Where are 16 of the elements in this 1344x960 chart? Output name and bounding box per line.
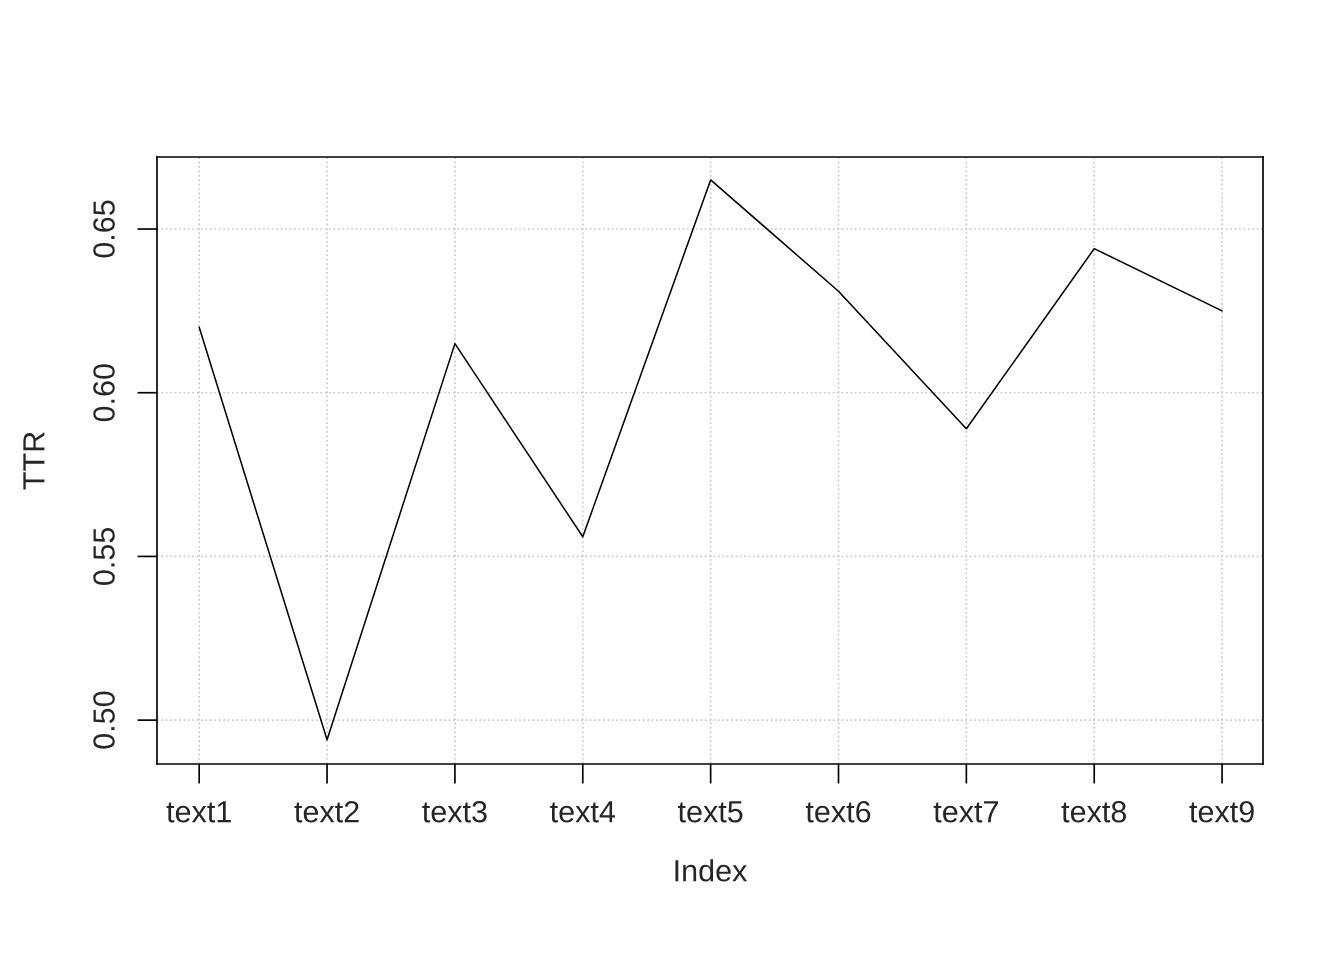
- y-tick-label: 0.50: [93, 691, 115, 749]
- y-tick-label: 0.65: [93, 200, 115, 258]
- x-tick-label: text4: [550, 801, 616, 823]
- x-tick-label: text1: [166, 801, 231, 823]
- x-tick-label: text9: [1189, 800, 1254, 823]
- y-tick-label: 0.60: [93, 364, 115, 422]
- x-tick-label: text2: [294, 800, 359, 823]
- x-tick-label: text5: [677, 801, 743, 823]
- x-tick-label: text8: [1061, 800, 1127, 823]
- x-tick-label: text6: [805, 800, 871, 823]
- y-tick-label: 0.55: [93, 527, 115, 585]
- line-series: [198, 179, 1223, 741]
- x-axis-title: Index: [675, 859, 748, 882]
- x-tick-label: text3: [422, 800, 487, 823]
- x-tick-label: text7: [933, 801, 998, 823]
- y-axis-title: TTR: [23, 432, 45, 490]
